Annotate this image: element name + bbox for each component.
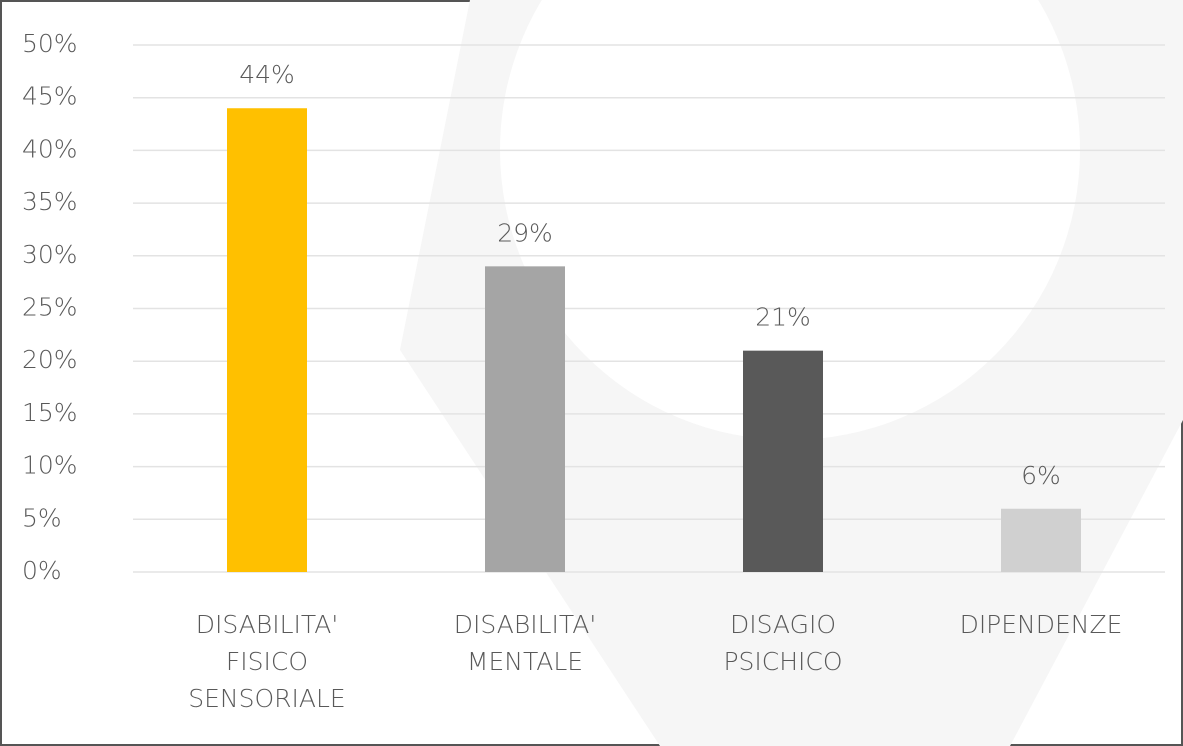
- x-tick-line: PSICHICO: [723, 647, 842, 676]
- x-tick-label: DIPENDENZE: [960, 610, 1123, 639]
- x-tick-label: DISABILITA' FISICO SENSORIALE: [188, 610, 345, 713]
- bar: [227, 108, 307, 573]
- x-tick-line: DIPENDENZE: [960, 610, 1123, 639]
- y-tick-label: 30%: [22, 240, 78, 269]
- data-label: 6%: [1021, 461, 1061, 490]
- y-tick-label: 45%: [22, 82, 78, 111]
- bar: [485, 266, 565, 572]
- bar: [743, 350, 823, 572]
- y-tick-label: 15%: [22, 398, 78, 427]
- x-tick-line: DISABILITA': [196, 610, 338, 639]
- x-tick-label: DISABILITA' MENTALE: [454, 610, 596, 676]
- y-tick-label: 25%: [22, 293, 78, 322]
- x-tick-line: DISAGIO: [730, 610, 836, 639]
- y-tick-label: 0%: [22, 556, 62, 585]
- bar: [1001, 508, 1081, 572]
- x-tick-line: FISICO: [226, 647, 308, 676]
- y-tick-label: 5%: [22, 503, 62, 532]
- y-tick-label: 20%: [22, 345, 78, 374]
- data-label: 29%: [497, 218, 553, 247]
- y-tick-label: 35%: [22, 187, 78, 216]
- y-tick-label: 40%: [22, 134, 78, 163]
- y-tick-label: 50%: [22, 29, 78, 58]
- x-tick-label: DISAGIO PSICHICO: [723, 610, 842, 676]
- y-tick-label: 10%: [22, 451, 78, 480]
- x-tick-line: DISABILITA': [454, 610, 596, 639]
- data-label: 21%: [755, 303, 811, 332]
- x-tick-line: SENSORIALE: [188, 684, 345, 713]
- data-label: 44%: [239, 60, 295, 89]
- x-tick-line: MENTALE: [467, 647, 583, 676]
